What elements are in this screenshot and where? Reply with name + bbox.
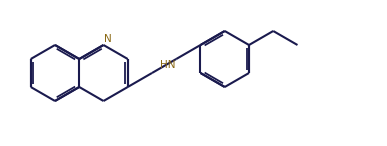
Text: HN: HN xyxy=(160,60,175,70)
Text: N: N xyxy=(104,34,112,44)
